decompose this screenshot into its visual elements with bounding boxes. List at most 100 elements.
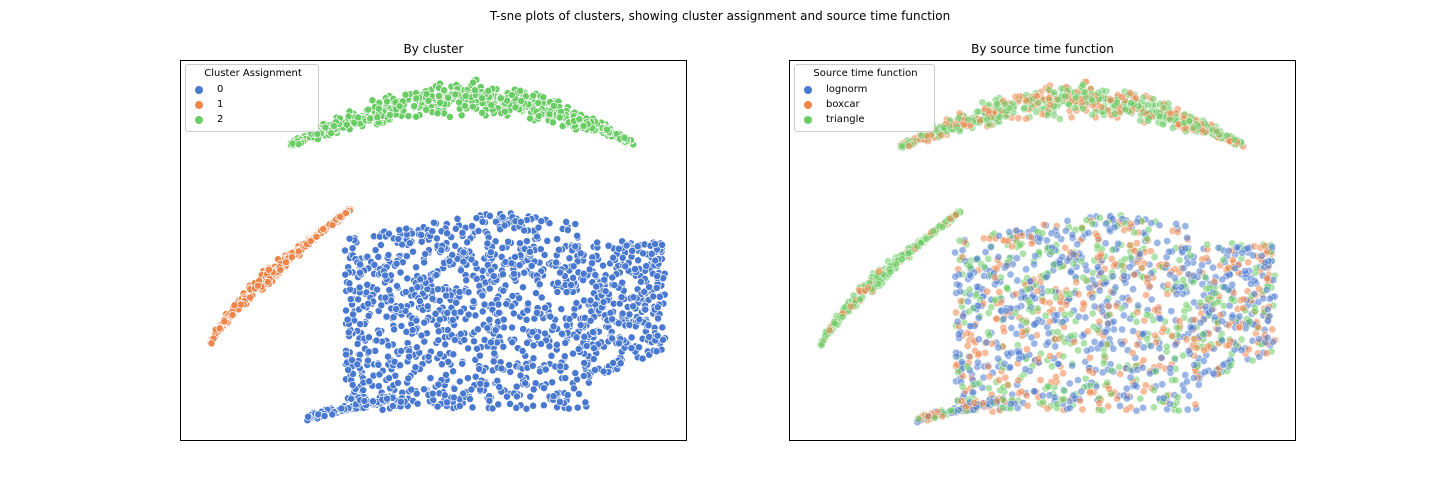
cluster-1-point: [246, 293, 255, 302]
cluster-0-point: [489, 357, 498, 366]
cluster-0-point: [634, 256, 643, 265]
cluster-0-point: [499, 286, 508, 295]
cluster-0-point: [483, 239, 492, 248]
cluster-1-point: [263, 278, 272, 286]
cluster-0-point: [537, 217, 546, 226]
cluster-0-point: [545, 219, 554, 228]
cluster-0-point: [553, 278, 562, 287]
cluster-0-point: [534, 223, 543, 232]
cluster-0-point: [409, 247, 417, 256]
cluster-0-point: [541, 303, 550, 312]
cluster-0-point: [348, 356, 357, 365]
cluster-0-point: [651, 240, 660, 249]
cluster-0-point: [453, 214, 462, 223]
cluster-2-point: [534, 112, 543, 120]
cluster-0-point: [529, 401, 538, 410]
cluster-0-point: [658, 323, 667, 332]
cluster-0-point: [375, 329, 384, 338]
cluster-0-point: [520, 226, 529, 235]
cluster-0-point: [348, 380, 357, 389]
cluster-0-point: [385, 229, 393, 238]
cluster-2-point: [496, 94, 505, 103]
cluster-2-point: [451, 90, 460, 99]
cluster-0-point: [591, 271, 600, 279]
cluster-0-point: [451, 241, 460, 250]
cluster-0-point: [533, 232, 541, 241]
cluster-0-point: [639, 249, 648, 258]
cluster-2-point: [549, 101, 558, 110]
cluster-0-point: [515, 239, 524, 248]
cluster-2-point: [620, 133, 629, 142]
cluster-1-point: [312, 232, 321, 241]
cluster-2-point: [385, 111, 394, 119]
cluster-0-point: [456, 266, 465, 275]
cluster-0-point: [652, 347, 661, 356]
cluster-2-point: [395, 102, 404, 111]
cluster-0-point: [436, 350, 444, 358]
cluster-0-point: [520, 268, 529, 277]
cluster-0-point: [593, 238, 602, 247]
cluster-0-point: [356, 320, 365, 329]
cluster-0-point: [533, 333, 542, 341]
cluster-0-point: [552, 340, 561, 349]
cluster-0-point: [390, 325, 399, 334]
cluster-0-point: [510, 269, 518, 278]
cluster-0-point: [638, 354, 647, 363]
cluster-0-point: [506, 399, 514, 408]
cluster-2-point: [529, 91, 538, 100]
cluster-0-point: [536, 245, 545, 254]
cluster-1-point: [207, 339, 216, 348]
cluster-0-point: [617, 293, 626, 302]
cluster-2-point: [555, 113, 564, 122]
cluster-0-point: [437, 360, 446, 369]
cluster-0-point: [526, 392, 535, 401]
cluster-0-point: [565, 254, 574, 263]
cluster-0-point: [573, 231, 582, 240]
cluster-0-point: [472, 214, 481, 223]
cluster-0-point: [654, 314, 662, 323]
cluster-0-point: [456, 308, 465, 316]
cluster-1-point: [276, 265, 285, 274]
cluster-2-point: [321, 123, 330, 132]
left-scatter-plot: [206, 75, 669, 425]
cluster-0-point: [385, 374, 393, 383]
cluster-0-point: [562, 288, 571, 297]
cluster-1-point: [328, 221, 337, 229]
cluster-0-point: [434, 336, 443, 345]
cluster-2-point: [373, 113, 382, 122]
cluster-2-point: [517, 97, 526, 105]
cluster-0-point: [473, 325, 482, 334]
cluster-0-point: [364, 333, 373, 342]
cluster-0-point: [549, 322, 558, 331]
cluster-0-point: [629, 293, 638, 302]
cluster-0-point: [515, 294, 524, 303]
cluster-2-point: [422, 105, 431, 114]
cluster-0-point: [397, 322, 406, 330]
cluster-0-point: [651, 256, 660, 265]
cluster-0-point: [574, 345, 583, 353]
cluster-0-point: [561, 338, 570, 347]
cluster-2-point: [507, 91, 516, 99]
cluster-0-point: [585, 265, 594, 274]
cluster-1-point: [254, 281, 262, 290]
cluster-2-point: [374, 104, 383, 113]
cluster-0-point: [364, 347, 373, 356]
cluster-0-point: [304, 412, 313, 421]
cluster-2-point: [460, 101, 469, 110]
cluster-0-point: [652, 283, 661, 292]
cluster-0-point: [576, 321, 585, 330]
cluster-0-point: [372, 336, 381, 345]
cluster-0-point: [616, 359, 625, 368]
cluster-0-point: [398, 240, 407, 249]
cluster-0-point: [402, 224, 411, 233]
cluster-0-point: [451, 224, 460, 233]
cluster-0-point: [452, 298, 461, 307]
cluster-0-point: [541, 365, 550, 374]
cluster-0-point: [547, 351, 556, 360]
cluster-0-point: [468, 403, 477, 412]
cluster-0-point: [537, 339, 546, 348]
cluster-0-point: [376, 241, 385, 249]
cluster-0-point: [432, 271, 441, 279]
cluster-2-point: [511, 103, 520, 112]
cluster-0-point: [521, 379, 530, 388]
